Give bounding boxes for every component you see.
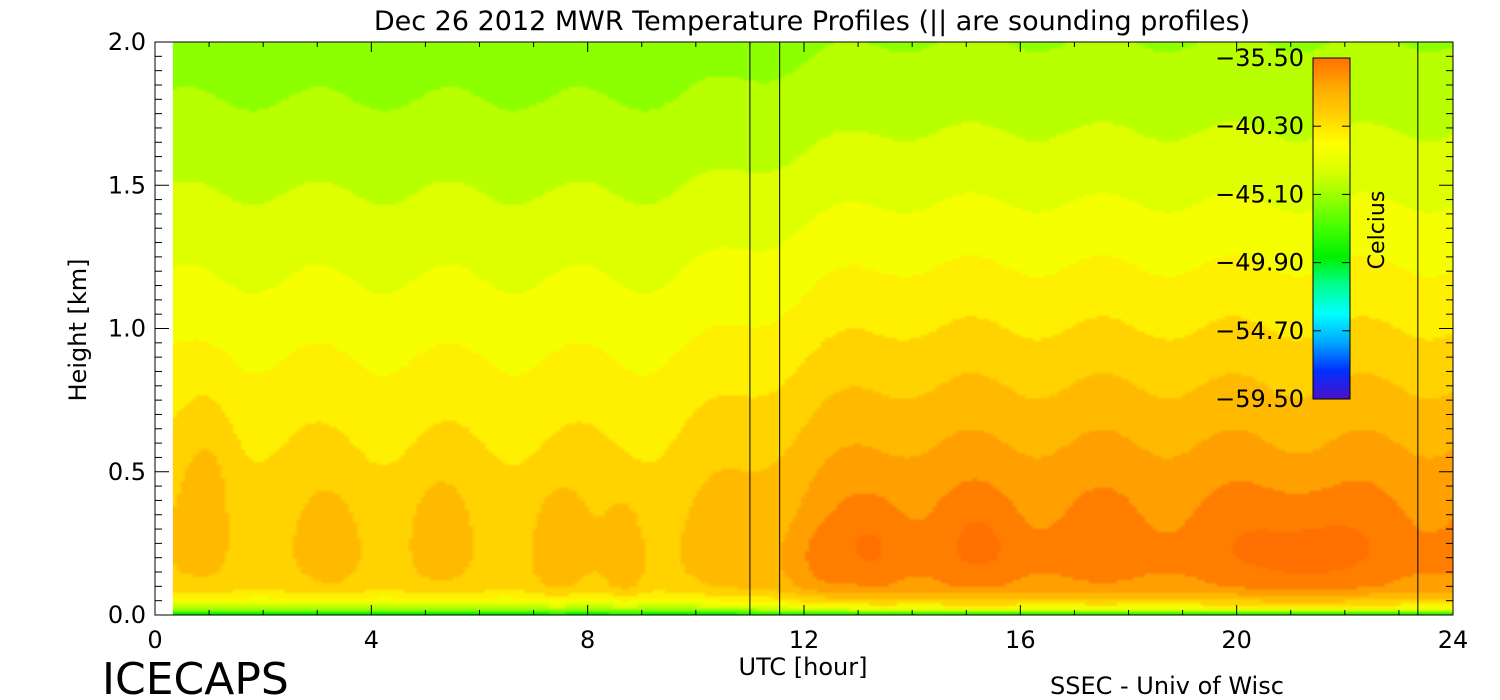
sounding-lines (749, 42, 1419, 615)
x-tick-label: 4 (364, 626, 379, 654)
y-tick-label: 1.0 (108, 315, 146, 343)
x-axis-label: UTC [hour] (739, 653, 868, 681)
colorbar-tick-label: −45.10 (1215, 180, 1304, 208)
x-tick-label: 16 (1005, 626, 1036, 654)
x-tick-label: 20 (1221, 626, 1252, 654)
footer-credit: SSEC - Univ of Wisc (1050, 672, 1284, 700)
colorbar: −35.50 −40.30 −45.10 −49.90 −54.70 −59.50 Cel… (1215, 44, 1390, 413)
y-axis-label: Height [km] (64, 259, 92, 402)
footer-logo: ICECAPS (102, 654, 289, 700)
y-tick-label: 2.0 (108, 28, 146, 56)
colorbar-tick-label: −40.30 (1215, 112, 1304, 140)
chart-title: Dec 26 2012 MWR Temperature Profiles (||… (374, 6, 1250, 37)
x-tick-label: 0 (147, 626, 162, 654)
colorbar-tick-label: −59.50 (1215, 385, 1304, 413)
heatmap-layer (172, 42, 1453, 615)
colorbar-tick-label: −35.50 (1215, 44, 1304, 72)
x-axis: 0 4 8 12 16 20 24 (147, 42, 1468, 654)
x-tick-label: 12 (789, 626, 820, 654)
x-tick-label: 8 (580, 626, 595, 654)
y-axis: 0.0 0.5 1.0 1.5 2.0 (108, 28, 1453, 629)
y-tick-label: 0.5 (108, 458, 146, 486)
y-tick-label: 0.0 (108, 601, 146, 629)
temperature-heatmap (172, 42, 1453, 615)
colorbar-tick-label: −54.70 (1215, 317, 1304, 345)
x-tick-label: 24 (1438, 626, 1469, 654)
y-tick-label: 1.5 (108, 171, 146, 199)
colorbar-tick-label: −49.90 (1215, 249, 1304, 277)
colorbar-label: Celcius (1365, 191, 1390, 270)
colorbar-ticks: −35.50 −40.30 −45.10 −49.90 −54.70 −59.50 (1215, 44, 1350, 413)
colorbar-fill (1312, 57, 1351, 400)
